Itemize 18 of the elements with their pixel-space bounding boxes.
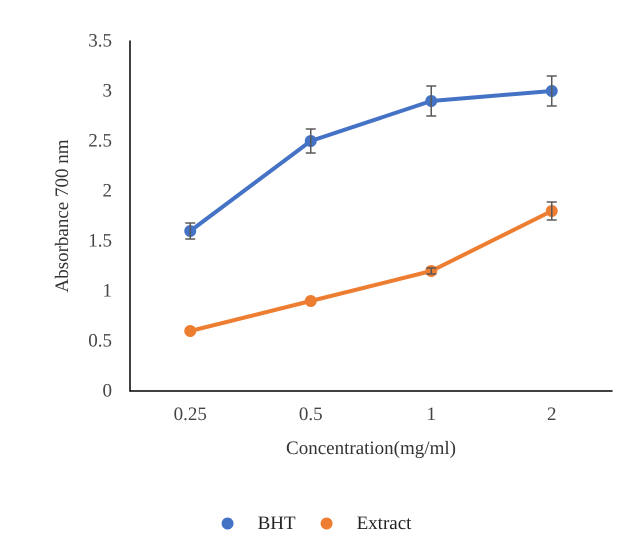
y-tick-label: 2 — [102, 180, 112, 202]
y-tick-label: 0.5 — [88, 330, 112, 352]
point — [304, 295, 317, 307]
y-tick-label: 2.5 — [88, 130, 112, 152]
legend-label: Extract — [356, 513, 412, 534]
x-tick-label: 2 — [547, 404, 556, 425]
y-tick-label: 3.5 — [88, 30, 112, 52]
x-tick-label: 0.5 — [298, 404, 323, 425]
y-tick-label: 1 — [102, 280, 112, 302]
y-axis-title: Absorbance 700 nm — [52, 139, 73, 293]
x-axis-title: Concentration(mg/ml) — [286, 438, 456, 459]
y-tick-label: 0 — [102, 380, 112, 402]
legend-label: BHT — [258, 513, 296, 534]
y-tick-label: 3 — [102, 80, 112, 102]
y-tick-label: 1.5 — [88, 230, 112, 252]
x-tick-label: 0.25 — [174, 404, 207, 425]
x-tick-label: 1 — [426, 404, 436, 425]
point — [184, 325, 196, 337]
